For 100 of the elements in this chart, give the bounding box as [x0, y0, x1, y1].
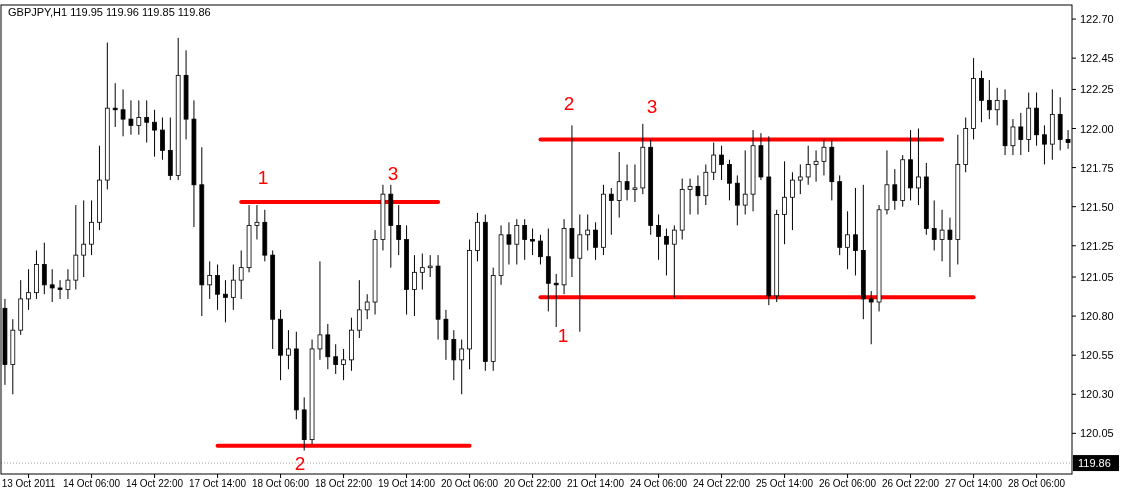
- candlestick: [624, 163, 630, 201]
- candlestick: [514, 218, 520, 266]
- candlestick: [671, 224, 677, 298]
- candlestick: [364, 293, 370, 320]
- candlestick: [892, 168, 898, 211]
- candlestick: [656, 213, 661, 261]
- candlestick: [979, 70, 984, 123]
- x-tick-label: 25 Oct 14:00: [755, 478, 814, 489]
- x-tick-label: 20 Oct 22:00: [503, 478, 562, 489]
- candlestick: [1010, 118, 1016, 156]
- candlestick: [994, 87, 1000, 126]
- y-tick-label: 121.50: [1080, 200, 1114, 213]
- y-tick-label: 122.25: [1080, 83, 1114, 96]
- candlestick: [223, 279, 228, 323]
- candlestick: [419, 253, 425, 291]
- candlestick: [853, 187, 858, 276]
- candlestick: [215, 264, 220, 311]
- x-tick-label: 26 Oct 22:00: [881, 478, 940, 489]
- candlestick: [695, 174, 701, 215]
- candlestick: [128, 99, 134, 136]
- candlestick: [585, 213, 591, 251]
- x-tick-label: 17 Oct 14:00: [188, 478, 247, 489]
- candlestick: [427, 254, 433, 278]
- candlestick: [986, 79, 992, 120]
- ref-line-label: 119.86: [1078, 457, 1111, 470]
- candlestick: [1042, 124, 1047, 165]
- chart-title: GBPJPY,H1 119.95 119.96 119.85 119.86: [8, 6, 211, 18]
- candlestick: [931, 199, 937, 251]
- candlestick: [451, 329, 457, 381]
- candlestick: [845, 210, 850, 270]
- candlestick: [144, 99, 150, 144]
- candlestick: [577, 213, 583, 333]
- candlestick: [26, 268, 31, 311]
- candlestick: [49, 268, 55, 303]
- candlestick: [254, 204, 260, 240]
- annotation: 3: [387, 163, 399, 184]
- candlestick: [443, 309, 449, 361]
- x-tick-label: 14 Oct 22:00: [125, 478, 184, 489]
- candlestick: [341, 348, 346, 381]
- candlestick: [632, 163, 638, 203]
- candlestick: [89, 199, 94, 256]
- x-tick-label: 26 Oct 06:00: [818, 478, 877, 489]
- annotation: 2: [294, 453, 306, 474]
- candlestick: [356, 279, 362, 339]
- x-tick-label: 27 Oct 14:00: [944, 478, 1003, 489]
- candlestick: [207, 260, 213, 300]
- candlestick: [112, 82, 118, 128]
- x-tick-label: 13 Oct 2011: [1, 478, 56, 489]
- candlestick: [593, 221, 598, 261]
- candlestick: [459, 339, 465, 395]
- candlestick: [734, 174, 740, 226]
- candlestick: [333, 343, 339, 375]
- y-tick-label: 120.05: [1080, 427, 1114, 440]
- x-tick-label: 21 Oct 14:00: [566, 478, 625, 489]
- candlestick: [286, 329, 291, 370]
- y-tick-label: 121.05: [1080, 271, 1114, 284]
- candlestick: [120, 88, 126, 137]
- candlestick: [805, 145, 811, 186]
- candlestick: [160, 117, 165, 161]
- candlestick: [65, 268, 71, 300]
- candlestick: [664, 228, 669, 276]
- candlestick: [230, 264, 236, 311]
- candlestick: [238, 249, 244, 300]
- candlestick: [742, 149, 748, 215]
- candlestick: [41, 242, 47, 295]
- x-tick-label: 18 Oct 22:00: [314, 478, 373, 489]
- y-tick-label: 121.75: [1080, 161, 1114, 174]
- candlestick: [703, 163, 709, 206]
- candlestick: [939, 209, 945, 262]
- candlestick: [136, 99, 142, 136]
- annotation: 2: [563, 93, 575, 114]
- candlestick: [57, 279, 63, 300]
- candlestick: [821, 138, 827, 176]
- candlestick: [1018, 112, 1024, 156]
- candlestick: [608, 187, 614, 236]
- candlestick: [916, 128, 921, 206]
- annotation: 1: [557, 325, 569, 346]
- candlestick: [711, 142, 717, 181]
- x-tick-label: 24 Oct 22:00: [692, 478, 751, 489]
- x-tick-label: 28 Oct 06:00: [1007, 478, 1066, 489]
- candlestick: [506, 221, 512, 266]
- candlestick: [616, 151, 622, 219]
- candlestick: [719, 145, 724, 181]
- candlestick: [782, 160, 787, 245]
- candlestick: [530, 228, 535, 256]
- candlestick: [152, 109, 157, 158]
- candlestick: [868, 290, 874, 345]
- y-tick-label: 122.70: [1080, 13, 1114, 26]
- candlestick: [790, 171, 795, 231]
- y-tick-label: 121.25: [1080, 239, 1114, 252]
- candlestick: [947, 217, 953, 278]
- candlestick: [522, 218, 528, 261]
- y-tick-label: 122.45: [1080, 52, 1114, 65]
- candlestick: [727, 159, 732, 201]
- annotation: 1: [257, 167, 269, 188]
- y-tick-label: 120.30: [1080, 388, 1114, 401]
- candlestick: [813, 149, 819, 183]
- candlestick: [81, 199, 87, 278]
- candlestick: [396, 204, 402, 256]
- x-tick-label: 19 Oct 14:00: [377, 478, 436, 489]
